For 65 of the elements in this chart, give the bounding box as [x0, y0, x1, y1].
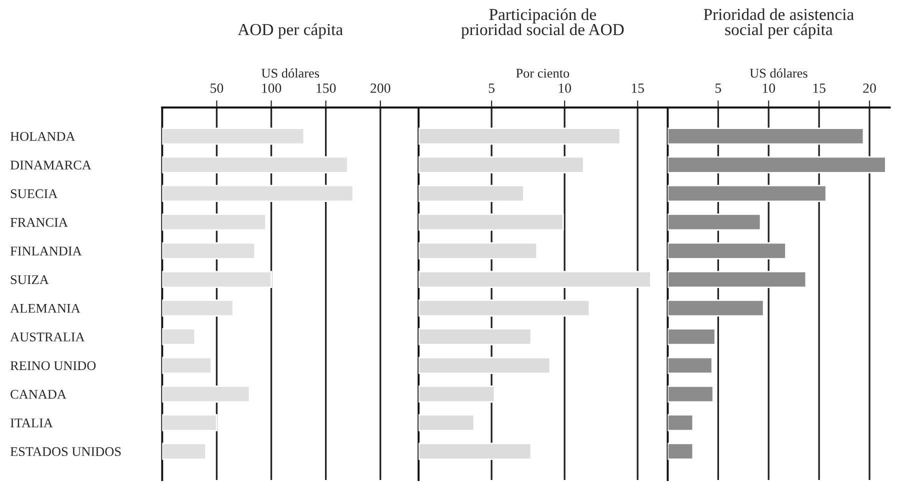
- bar: [162, 442, 207, 460]
- bar: [418, 270, 652, 288]
- chart-title: AOD per cápita: [238, 23, 343, 39]
- bar: [162, 270, 272, 288]
- bar: [418, 414, 475, 432]
- x-tick-label: 10: [762, 84, 776, 93]
- bar: [668, 128, 864, 145]
- x-tick-label: 5: [716, 84, 722, 93]
- x-tick-label: 10: [558, 84, 572, 93]
- bar: [418, 128, 621, 145]
- bar: [418, 300, 590, 317]
- y-tick-label: ITALIA: [10, 418, 53, 428]
- bar: [418, 385, 496, 403]
- x-tick-label: 200: [370, 84, 390, 93]
- y-tick-label: FRANCIA: [10, 218, 68, 227]
- chart-title: Participación de prioridad social de AOD: [461, 8, 624, 39]
- y-tick-label: ALEMANIA: [10, 304, 80, 313]
- bar: [162, 328, 196, 346]
- bar: [162, 385, 250, 403]
- bar: [668, 414, 694, 432]
- bar: [668, 184, 827, 202]
- y-tick-label: FINLANDIA: [10, 246, 82, 256]
- y-tick-label: ESTADOS UNIDOS: [10, 447, 121, 456]
- bar: [668, 214, 762, 231]
- x-axis-title: Por ciento: [516, 68, 570, 78]
- y-tick-label: CANADA: [10, 390, 66, 399]
- bar: [668, 242, 786, 260]
- y-tick-label: DINAMARCA: [10, 160, 92, 170]
- bar: [418, 214, 564, 231]
- bar: [418, 242, 538, 260]
- bar: [668, 328, 716, 346]
- x-axis-title: US dólares: [750, 68, 808, 78]
- chart-title: Prioridad de asistencia social per cápita: [704, 8, 854, 39]
- bar: [668, 270, 807, 288]
- y-tick-label: HOLANDA: [10, 132, 76, 141]
- bar: [162, 156, 348, 174]
- bar: [162, 184, 354, 202]
- y-tick-label: AUSTRALIA: [10, 332, 85, 342]
- bar: [668, 356, 713, 374]
- bar: [162, 300, 234, 317]
- y-tick-label: SUECIA: [10, 189, 58, 198]
- y-tick-label: REINO UNIDO: [10, 361, 96, 370]
- x-axis-title: US dólares: [262, 68, 320, 78]
- bar: [668, 156, 886, 174]
- x-tick-label: 100: [262, 84, 282, 93]
- bar: [418, 328, 532, 346]
- bar: [668, 300, 764, 317]
- bar: [418, 442, 532, 460]
- x-tick-label: 50: [210, 84, 224, 93]
- x-tick-label: 15: [813, 84, 826, 93]
- x-tick-label: 15: [632, 84, 644, 93]
- x-tick-label: 150: [316, 84, 336, 93]
- y-tick-label: SUIZA: [10, 275, 49, 284]
- bar: [418, 156, 584, 174]
- bar: [418, 184, 524, 202]
- x-tick-label: 20: [863, 84, 876, 93]
- bar: [418, 356, 551, 374]
- bar: [162, 214, 267, 231]
- bar: [162, 242, 256, 260]
- bar: [162, 356, 212, 374]
- bar: [668, 385, 714, 403]
- x-tick-label: 5: [488, 84, 495, 93]
- bar: [162, 414, 218, 432]
- bar: [668, 442, 694, 460]
- bar: [162, 128, 305, 145]
